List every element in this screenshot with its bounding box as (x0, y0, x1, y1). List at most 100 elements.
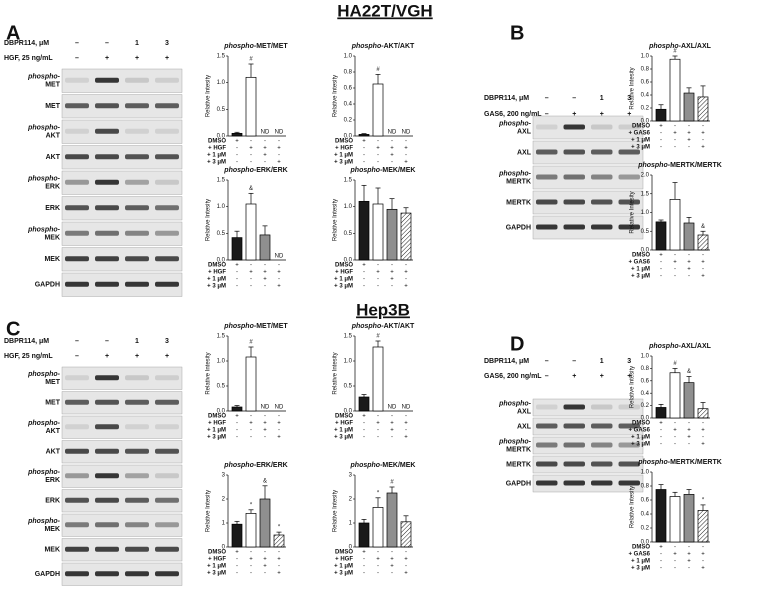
condition-mark: - (236, 557, 238, 563)
condition-mark: - (264, 263, 266, 269)
blot (61, 221, 183, 246)
bar (231, 132, 243, 137)
condition-mark: + (404, 421, 408, 427)
blot-band (125, 179, 149, 185)
condition-mark: - (674, 124, 676, 130)
condition-label: + 3 μM (631, 566, 650, 572)
condition-mark: - (660, 138, 662, 144)
condition-mark: - (377, 263, 379, 269)
annotation: ND (275, 130, 284, 136)
condition-mark: - (363, 160, 365, 166)
condition-label: + 3 μM (207, 284, 226, 290)
condition-label: + 1 μM (334, 277, 353, 283)
bar (669, 58, 681, 122)
blot-label: GAPDH (35, 571, 60, 578)
condition-label: DMSO (208, 550, 226, 556)
chart-title-text: MERTK/MERTK (670, 459, 722, 466)
y-tick-label: 0.0 (641, 248, 650, 254)
treatment-mark: – (75, 40, 79, 47)
blot-label: phospho- (27, 469, 61, 476)
blot-band (125, 448, 149, 454)
condition-label: DMSO (632, 253, 650, 259)
bar (372, 83, 384, 137)
treatment-mark: 1 (135, 338, 139, 345)
condition-label: + HGF (208, 557, 226, 563)
condition-label: DMSO (208, 263, 226, 269)
blot-band (155, 128, 179, 134)
bar (231, 406, 243, 412)
condition-mark: + (263, 277, 267, 283)
blot-label: AKT (46, 133, 61, 140)
condition-mark: - (688, 545, 690, 551)
condition-mark: - (264, 160, 266, 166)
condition-mark: - (363, 421, 365, 427)
condition-mark: + (235, 414, 239, 420)
condition-mark: - (674, 435, 676, 441)
condition-mark: + (404, 146, 408, 152)
condition-mark: - (688, 442, 690, 448)
condition-mark: + (362, 263, 366, 269)
condition-mark: - (377, 153, 379, 159)
blot (61, 196, 183, 221)
blot (61, 247, 183, 272)
blot-label: AXL (517, 149, 532, 156)
blot (61, 562, 183, 586)
heading: Hep3B (356, 300, 410, 319)
condition-label: + HGF (335, 421, 353, 427)
y-tick-label: 0.6 (641, 378, 650, 384)
blot-band (536, 124, 558, 130)
condition-mark: - (391, 550, 393, 556)
chart-title-text: MEK/MEK (382, 462, 415, 469)
blot-band (65, 375, 89, 381)
annotation: # (376, 67, 380, 73)
blot-band (65, 230, 89, 236)
bar (245, 356, 257, 412)
y-axis-label: Relative Intesity (333, 352, 339, 394)
condition-mark: - (236, 421, 238, 427)
blot (532, 215, 644, 240)
blot (61, 170, 183, 195)
blot-band (618, 174, 640, 180)
condition-mark: + (390, 270, 394, 276)
condition-mark: - (405, 564, 407, 570)
bar (683, 494, 695, 543)
condition-label: + HGF (208, 146, 226, 152)
condition-mark: - (278, 564, 280, 570)
condition-mark: - (250, 277, 252, 283)
annotation: * (377, 490, 380, 496)
condition-mark: - (278, 153, 280, 159)
treatment-mark: 3 (627, 358, 631, 365)
blot-band (125, 103, 149, 109)
condition-mark: - (391, 139, 393, 145)
condition-mark: - (674, 138, 676, 144)
condition-mark: + (404, 270, 408, 276)
blot-band (155, 546, 179, 552)
treatment-mark: 3 (165, 338, 169, 345)
treatment-mark: – (545, 95, 549, 102)
y-tick-label: 1.0 (344, 54, 353, 60)
chart-title: phospho-ERK/ERK (223, 167, 287, 174)
blot-band (536, 199, 558, 205)
blot-label: MEK (44, 235, 60, 242)
blot-band (155, 424, 179, 430)
condition-label: DMSO (208, 139, 226, 145)
blot-band (591, 199, 613, 205)
annotation: # (673, 361, 677, 367)
condition-label: + 3 μM (631, 145, 650, 151)
condition-mark: + (277, 435, 281, 441)
blot-band (536, 480, 558, 486)
condition-mark: - (688, 274, 690, 280)
blot-band (536, 404, 558, 410)
condition-mark: - (702, 559, 704, 565)
chart-title-text: AKT/AKT (384, 323, 415, 330)
y-tick-label: 0.0 (344, 409, 353, 415)
blot-band (155, 230, 179, 236)
treatment-mark: – (572, 95, 576, 102)
condition-mark: - (363, 571, 365, 577)
blot-band (125, 546, 149, 552)
bar (669, 496, 681, 543)
treatment-mark: + (105, 353, 109, 360)
blot-band (125, 230, 149, 236)
condition-mark: - (702, 435, 704, 441)
treatment-mark: + (165, 55, 169, 62)
